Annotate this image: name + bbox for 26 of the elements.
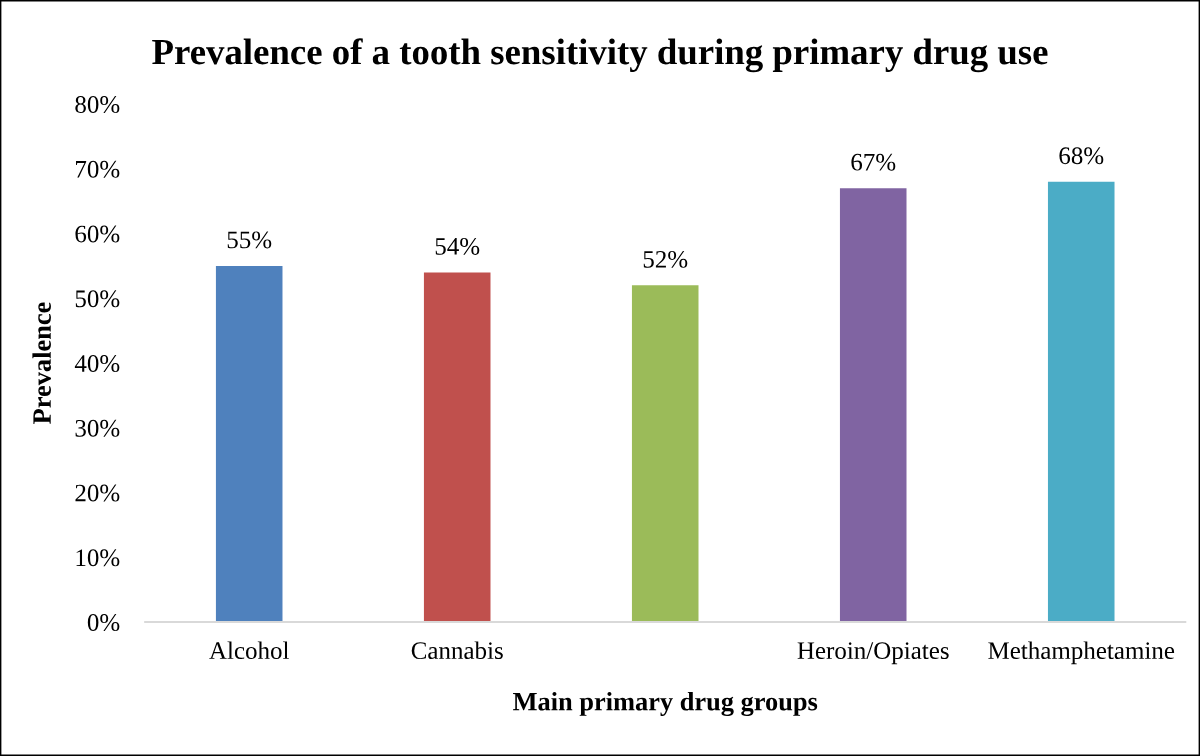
x-tick-label: Heroin/Opiates (797, 642, 949, 665)
y-tick-label: 0% (87, 614, 120, 632)
x-tick-label: Cannabis (411, 641, 503, 660)
chart-title: Prevalence of a tooth sensitivity during primary drug use (152, 38, 1048, 73)
x-tick-label: Methamphetamine (988, 641, 1175, 665)
data-label: 55% (227, 231, 272, 249)
x-tick-label: Alcohol (209, 641, 289, 660)
y-tick-label: 30% (75, 419, 120, 437)
y-tick-label: 20% (75, 484, 120, 502)
bar (1047, 181, 1115, 623)
bar (839, 188, 907, 623)
y-tick-label: 50% (75, 290, 120, 308)
y-tick-label: 40% (74, 355, 120, 373)
y-axis-title: Prevalence (32, 302, 51, 424)
y-tick-label: 60% (75, 225, 120, 243)
bar (423, 272, 491, 623)
data-label: 68% (1059, 147, 1104, 165)
y-tick-label: 80% (75, 96, 120, 114)
x-axis-title: Main primary drug groups (513, 691, 818, 717)
bar (215, 265, 283, 623)
data-label: 54% (435, 237, 480, 255)
data-label: 52% (643, 250, 688, 268)
y-tick-label: 10% (76, 549, 120, 567)
y-tick-label: 70% (76, 160, 120, 178)
bar (631, 285, 699, 623)
data-label: 67% (851, 153, 896, 171)
